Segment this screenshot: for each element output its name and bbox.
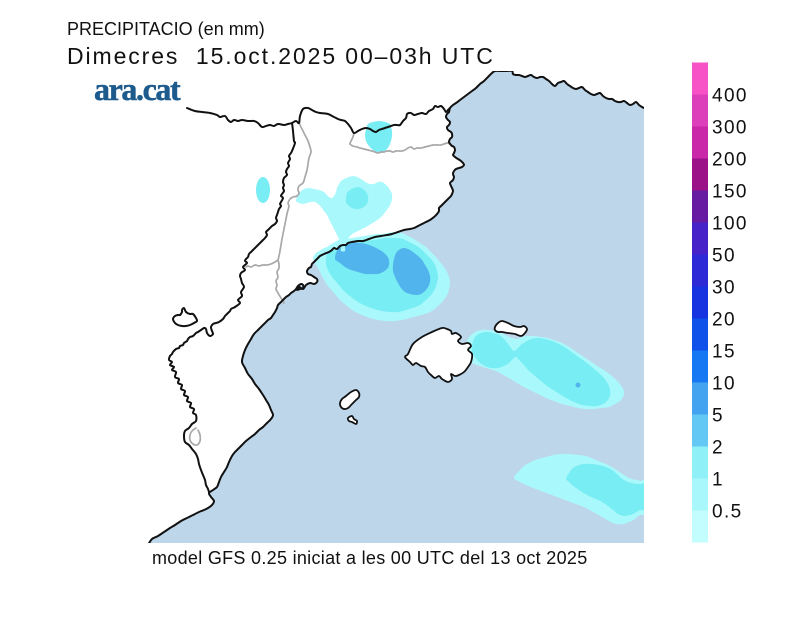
svg-text:20: 20 bbox=[712, 309, 736, 330]
svg-text:model GFS 0.25 iniciat a les 0: model GFS 0.25 iniciat a les 00 UTC del … bbox=[152, 548, 588, 568]
svg-text:100: 100 bbox=[712, 213, 748, 234]
svg-text:30: 30 bbox=[712, 277, 736, 298]
svg-text:200: 200 bbox=[712, 149, 748, 170]
svg-text:PRECIPITACIO (en mm): PRECIPITACIO (en mm) bbox=[67, 19, 265, 39]
svg-text:300: 300 bbox=[712, 117, 748, 138]
svg-text:Dimecres 15.oct.2025 00–03h U: Dimecres 15.oct.2025 00–03h UTC bbox=[67, 43, 495, 69]
svg-text:50: 50 bbox=[712, 245, 736, 266]
svg-text:150: 150 bbox=[712, 181, 748, 202]
svg-text:400: 400 bbox=[712, 85, 748, 106]
svg-text:15: 15 bbox=[712, 341, 736, 362]
svg-text:5: 5 bbox=[712, 405, 724, 426]
svg-text:2: 2 bbox=[712, 437, 724, 458]
svg-text:0.5: 0.5 bbox=[712, 501, 743, 522]
svg-text:10: 10 bbox=[712, 373, 736, 394]
svg-text:1: 1 bbox=[712, 469, 724, 490]
svg-text:ara.cat: ara.cat bbox=[94, 71, 181, 107]
